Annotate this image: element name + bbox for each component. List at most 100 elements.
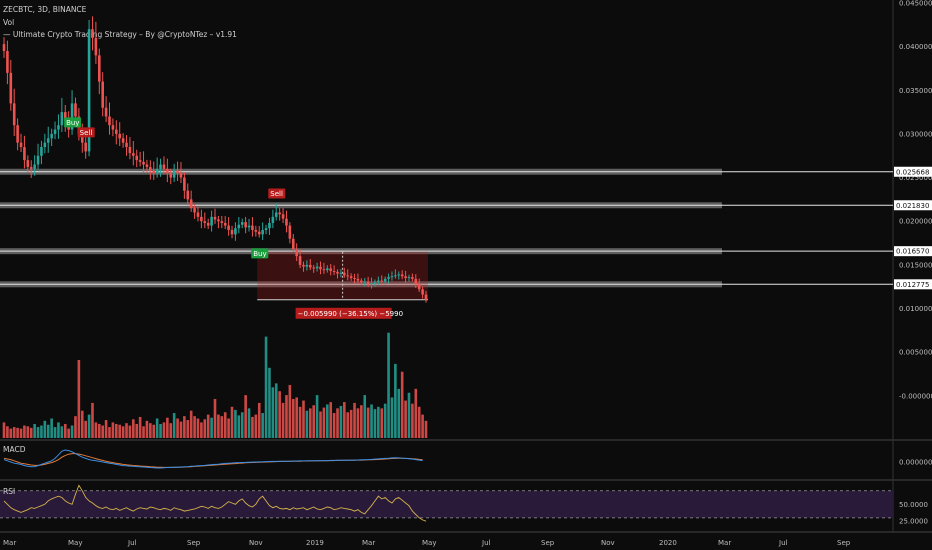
candle-body — [16, 125, 19, 143]
level-price-tag — [894, 166, 932, 177]
volume-bar — [298, 406, 302, 438]
candle-body — [305, 264, 309, 267]
volume-bar — [169, 423, 173, 438]
price-tick-label: 0.030000 — [899, 130, 932, 138]
candle-body — [36, 155, 40, 165]
volume-bar — [319, 411, 322, 438]
price-tick-label: 0.005000 — [899, 349, 932, 357]
candle-body — [339, 272, 343, 274]
candle-body — [97, 55, 101, 82]
time-axis-label: Mar — [362, 539, 375, 547]
candle-body — [244, 222, 247, 228]
rsi-tick-label: 50.0000 — [899, 501, 928, 509]
candle-body — [278, 212, 281, 215]
candle-body — [230, 229, 234, 235]
candle-body — [227, 225, 230, 230]
volume-bar — [70, 425, 74, 438]
volume-bar — [33, 423, 36, 438]
sell-signal-marker — [268, 188, 286, 199]
volume-bar — [244, 395, 247, 438]
volume-bar — [339, 406, 343, 438]
volume-bar — [288, 384, 292, 438]
volume-bar — [2, 422, 6, 438]
strategy-indicator-label: — Ultimate Crypto Trading Strategy – By … — [3, 30, 237, 39]
volume-bar — [271, 387, 275, 438]
volume-bar — [12, 427, 16, 438]
candle-body — [84, 142, 87, 152]
candle-body — [271, 216, 275, 223]
volume-bar — [36, 427, 40, 438]
volume-bar — [206, 414, 210, 438]
volume-bar — [394, 363, 397, 438]
candle-body — [135, 155, 139, 161]
volume-bar — [264, 336, 268, 438]
volume-bar — [363, 395, 367, 438]
volume-bar — [285, 395, 288, 438]
volume-bar — [332, 413, 336, 438]
volume-bar — [240, 412, 244, 438]
candle-body — [302, 264, 305, 267]
volume-bar — [274, 383, 278, 438]
candle-body — [370, 283, 373, 285]
volume-bar — [217, 414, 220, 438]
volume-bar — [390, 397, 394, 438]
time-axis-label: Mar — [3, 539, 16, 547]
candle-body — [128, 147, 132, 154]
volume-bar — [91, 402, 94, 438]
candle-body — [132, 153, 135, 156]
level-price-label: 0.025668 — [896, 168, 929, 176]
volume-bar — [74, 416, 77, 438]
volume-bar — [346, 412, 350, 438]
sell-signal-label: Sell — [270, 190, 283, 198]
candle-body — [179, 173, 183, 178]
volume-bar — [176, 418, 179, 438]
candle-body — [33, 164, 36, 169]
candle-body — [315, 266, 319, 269]
candle-body — [329, 268, 333, 271]
candle-body — [264, 228, 268, 230]
volume-bar — [94, 422, 98, 438]
candle-body — [118, 133, 122, 139]
volume-bar — [295, 397, 298, 438]
time-axis-label: Jul — [778, 539, 788, 547]
price-tick-label: 0.040000 — [899, 43, 932, 51]
volume-bar — [421, 414, 424, 438]
volume-bar — [200, 422, 203, 438]
volume-bar — [104, 420, 108, 438]
level-price-label: 0.021830 — [896, 202, 929, 210]
volume-bar — [142, 426, 145, 438]
volume-bar — [356, 408, 360, 438]
volume-bar — [40, 425, 43, 438]
time-axis-label: Jul — [127, 539, 137, 547]
time-axis-label: Jul — [481, 539, 491, 547]
candle-body — [60, 112, 64, 126]
candle-body — [251, 225, 254, 230]
candle-body — [234, 228, 237, 235]
candle-body — [162, 164, 166, 169]
candle-body — [2, 44, 6, 52]
candle-body — [189, 199, 193, 209]
measure-label: −0.005990 (−36.15%) −5990 — [298, 310, 403, 318]
volume-bar — [26, 426, 30, 438]
volume-bar — [411, 403, 414, 438]
candle-body — [346, 275, 350, 277]
time-axis-label: Sep — [187, 539, 201, 547]
level-price-label: 0.012775 — [896, 281, 929, 289]
volume-bar — [261, 413, 264, 438]
volume-bar — [377, 406, 380, 438]
candle-body — [87, 29, 91, 152]
volume-bar — [349, 409, 353, 438]
candle-body — [312, 267, 315, 269]
volume-bar — [23, 425, 26, 438]
volume-bar — [322, 407, 326, 438]
time-axis-label: Nov — [601, 539, 615, 547]
level-price-tag — [894, 200, 932, 211]
volume-bar — [312, 405, 315, 438]
candle-body — [152, 170, 156, 174]
level-price-label: 0.016570 — [896, 248, 929, 256]
volume-bar — [336, 408, 339, 438]
candle-body — [23, 147, 26, 161]
candle-body — [115, 129, 118, 134]
volume-bar — [257, 402, 261, 438]
